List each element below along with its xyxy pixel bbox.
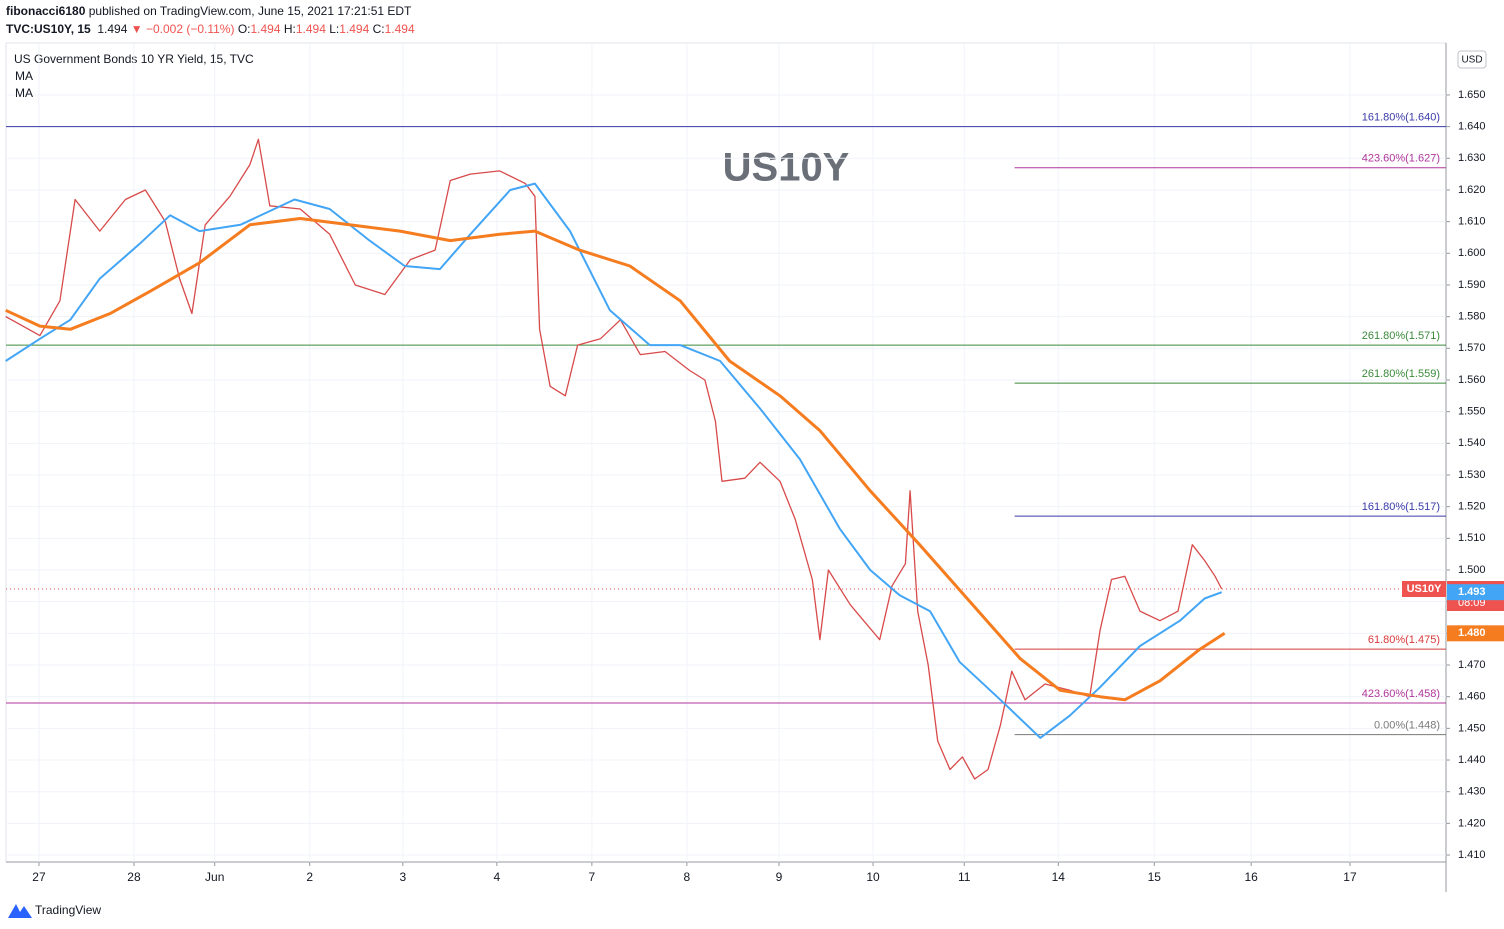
published: published on TradingView.com, June 15, 2…: [88, 4, 412, 18]
fib-label: 261.80%(1.559): [1362, 368, 1440, 380]
y-tick-label: 1.590: [1458, 279, 1486, 291]
fib-label: 161.80%(1.640): [1362, 112, 1440, 124]
ohlc-key: C:: [372, 22, 385, 36]
fib-label: 423.60%(1.627): [1362, 153, 1440, 165]
y-tick-label: 1.460: [1458, 691, 1486, 703]
y-tick-label: 1.540: [1458, 437, 1486, 449]
x-tick-label: 2: [306, 870, 313, 884]
y-tick-label: 1.620: [1458, 184, 1486, 196]
fib-label: 0.00%(1.448): [1374, 720, 1440, 732]
quote-line: TVC:US10Y, 15 1.494 ▼ −0.002 (−0.11%) O:…: [6, 22, 418, 36]
y-tick-label: 1.580: [1458, 311, 1486, 323]
y-tick-label: 1.450: [1458, 722, 1486, 734]
ohlc-key: L:: [329, 22, 340, 36]
moving-average: [5, 182, 1223, 739]
brand-logo: [8, 904, 32, 918]
fib-label: 423.60%(1.458): [1362, 688, 1440, 700]
x-tick-label: Jun: [205, 870, 224, 884]
price-tag-label: 1.480: [1458, 627, 1486, 639]
fib-label: 261.80%(1.571): [1362, 330, 1440, 342]
x-tick-label: 11: [958, 870, 971, 884]
price-tag-label: 1.493: [1458, 586, 1486, 598]
y-tick-label: 1.530: [1458, 469, 1486, 481]
fib-label: 61.80%(1.475): [1368, 634, 1440, 646]
y-tick-label: 1.600: [1458, 247, 1486, 259]
symbol: TVC:US10Y, 15: [6, 22, 91, 36]
symbol-tag: [1402, 581, 1446, 597]
symbol-tag-label: US10Y: [1407, 583, 1443, 595]
x-tick-label: 17: [1343, 870, 1357, 884]
y-tick-label: 1.510: [1458, 532, 1486, 544]
y-tick-label: 1.500: [1458, 564, 1486, 576]
x-tick-label: 16: [1244, 870, 1258, 884]
y-tick-label: 1.550: [1458, 406, 1486, 418]
change: ▼ −0.002 (−0.11%): [130, 22, 235, 36]
x-tick-label: 10: [866, 870, 880, 884]
ohlc-value: 1.494: [250, 22, 281, 36]
price-tag: [1447, 584, 1504, 601]
ohlc-value: 1.494: [339, 22, 370, 36]
price-line: [5, 138, 1223, 780]
publish-line: fibonacci6180 published on TradingView.c…: [6, 4, 411, 18]
y-tick-label: 1.650: [1458, 89, 1486, 101]
x-tick-label: 3: [399, 870, 406, 884]
fib-label: 161.80%(1.517): [1362, 501, 1440, 513]
x-tick-label: 8: [684, 870, 691, 884]
author: fibonacci6180: [6, 4, 86, 18]
currency-box: [1457, 50, 1487, 69]
ohlc-value: 1.494: [384, 22, 415, 36]
watermark: US10Y: [723, 146, 850, 190]
x-tick-label: 28: [127, 870, 141, 884]
currency: USD: [1461, 55, 1482, 66]
ohlc-value: 1.494: [295, 22, 326, 36]
x-tick-label: 4: [494, 870, 501, 884]
x-tick-label: 7: [589, 870, 596, 884]
brand: TradingView: [35, 903, 101, 917]
moving-average: [5, 217, 1226, 702]
y-tick-label: 1.440: [1458, 754, 1486, 766]
ohlc-key: H:: [283, 22, 296, 36]
last: 1.494: [97, 22, 128, 36]
y-tick-label: 1.640: [1458, 121, 1486, 133]
legend-entry: MA: [15, 86, 33, 100]
y-tick-label: 1.430: [1458, 786, 1486, 798]
y-tick-label: 1.560: [1458, 374, 1486, 386]
y-tick-label: 1.610: [1458, 216, 1486, 228]
y-tick-label: 1.410: [1458, 849, 1486, 861]
legend-entry: MA: [15, 69, 33, 83]
y-tick-label: 1.470: [1458, 659, 1486, 671]
ohlc: O:1.494 H:1.494 L:1.494 C:1.494: [238, 22, 418, 36]
x-tick-label: 9: [776, 870, 783, 884]
y-tick-label: 1.420: [1458, 817, 1486, 829]
x-tick-label: 14: [1052, 870, 1066, 884]
y-tick-label: 1.630: [1458, 152, 1486, 164]
price-tag: [1447, 625, 1504, 642]
y-tick-label: 1.520: [1458, 501, 1486, 513]
ohlc-key: O:: [237, 22, 251, 36]
y-tick-label: 1.570: [1458, 342, 1486, 354]
x-tick-label: 27: [32, 870, 46, 884]
x-tick-label: 15: [1148, 870, 1162, 884]
